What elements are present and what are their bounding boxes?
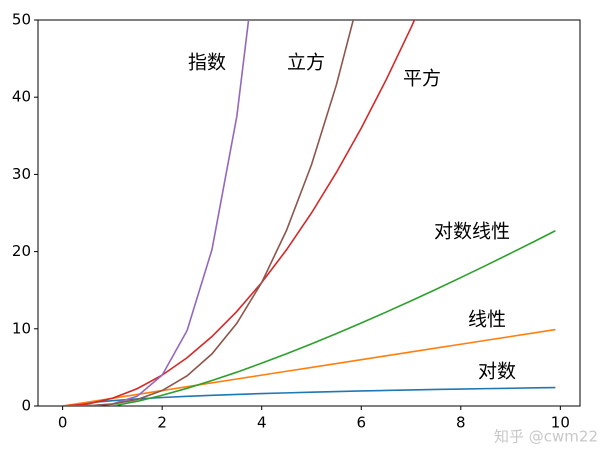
y-tick-label: 20 (12, 242, 31, 260)
plot-frame (37, 19, 581, 407)
series-line (62, 20, 416, 406)
series-label: 立方 (287, 52, 325, 74)
x-tick-label: 8 (456, 414, 466, 432)
y-tick-label: 30 (12, 165, 31, 183)
plot-area (62, 20, 556, 406)
y-tick-label: 50 (12, 11, 31, 29)
series-line (62, 20, 250, 406)
series-label: 线性 (468, 309, 506, 331)
watermark: 知乎 @cwm22 (494, 428, 598, 446)
y-tick-label: 40 (12, 88, 31, 106)
x-tick-label: 10 (551, 414, 570, 432)
x-tick-label: 2 (157, 414, 167, 432)
series-line (62, 20, 355, 406)
series-line (62, 386, 556, 406)
series-line (62, 328, 556, 406)
series-line (112, 230, 556, 406)
x-tick-label: 0 (58, 414, 68, 432)
y-tick-label: 0 (21, 397, 31, 415)
series-label: 平方 (403, 68, 441, 90)
x-tick-label: 4 (257, 414, 267, 432)
y-tick-label: 10 (12, 319, 31, 337)
series-label: 指数 (188, 52, 226, 74)
x-tick-label: 6 (356, 414, 366, 432)
series-label: 对数 (478, 361, 516, 383)
series-label: 对数线性 (434, 221, 510, 243)
